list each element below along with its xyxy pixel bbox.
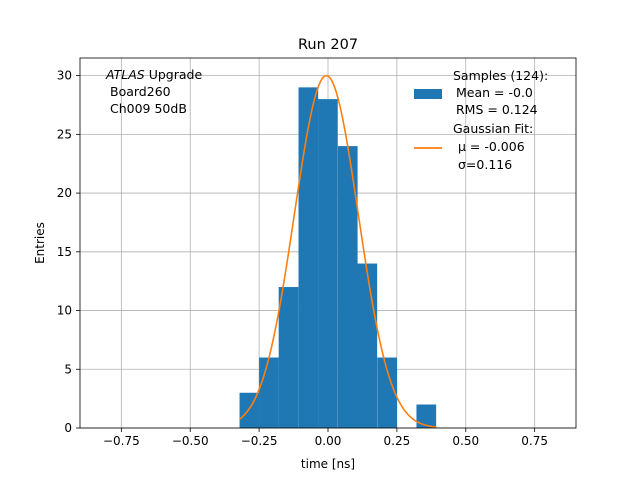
legend-fit-mu: μ = -0.006: [458, 139, 525, 154]
histogram-bar: [357, 263, 378, 428]
histogram-bar: [239, 392, 260, 428]
histogram-bars: [239, 87, 437, 428]
histogram-bar: [318, 99, 338, 428]
atlas-label: ATLAS: [105, 67, 145, 82]
y-axis-ticks: 0 5 10 15 20 25 30: [57, 69, 80, 435]
channel-label: Ch009 50dB: [110, 101, 187, 116]
gaussian-fit-curve: [239, 74, 437, 428]
y-tick-label: 10: [57, 304, 72, 318]
chart-title: Run 207: [298, 37, 358, 53]
x-axis-ticks: −0.75 −0.50 −0.25 0.00 0.25 0.50 0.75: [103, 428, 548, 448]
y-tick-label: 25: [57, 127, 72, 141]
x-tick-label: 0.25: [384, 434, 411, 448]
board-label: Board260: [110, 84, 171, 99]
histogram-bar: [278, 287, 299, 428]
y-tick-label: 15: [57, 245, 72, 259]
x-tick-label: −0.50: [172, 434, 209, 448]
y-tick-label: 20: [57, 186, 72, 200]
x-tick-label: −0.25: [241, 434, 278, 448]
legend-fit-sigma: σ=0.116: [458, 157, 512, 172]
histogram-bar: [337, 146, 358, 428]
x-tick-label: 0.00: [315, 434, 342, 448]
legend-samples-swatch: [414, 89, 442, 99]
y-tick-label: 0: [64, 421, 72, 435]
y-tick-label: 30: [57, 69, 72, 83]
histogram-bar: [416, 404, 437, 428]
histogram-bar: [377, 357, 397, 428]
x-tick-label: 0.75: [521, 434, 548, 448]
legend: Samples (124): Mean = -0.0 RMS = 0.124 G…: [414, 68, 548, 172]
x-axis-label: time [ns]: [301, 457, 355, 471]
legend-samples-mean: Mean = -0.0: [456, 85, 533, 100]
histogram-bar: [259, 357, 279, 428]
legend-samples-rms: RMS = 0.124: [456, 102, 538, 117]
atlas-annotation: ATLAS Upgrade Board260 Ch009 50dB: [105, 67, 202, 116]
x-tick-label: −0.75: [103, 434, 140, 448]
x-tick-label: 0.50: [452, 434, 479, 448]
y-axis-label: Entries: [33, 222, 47, 264]
legend-fit-label: Gaussian Fit:: [453, 121, 533, 136]
upgrade-label: Upgrade: [145, 67, 203, 82]
y-tick-label: 5: [64, 362, 72, 376]
histogram-bar: [298, 87, 319, 428]
svg-text:ATLAS Upgrade: ATLAS Upgrade: [105, 67, 202, 82]
legend-samples-label: Samples (124):: [453, 68, 548, 83]
